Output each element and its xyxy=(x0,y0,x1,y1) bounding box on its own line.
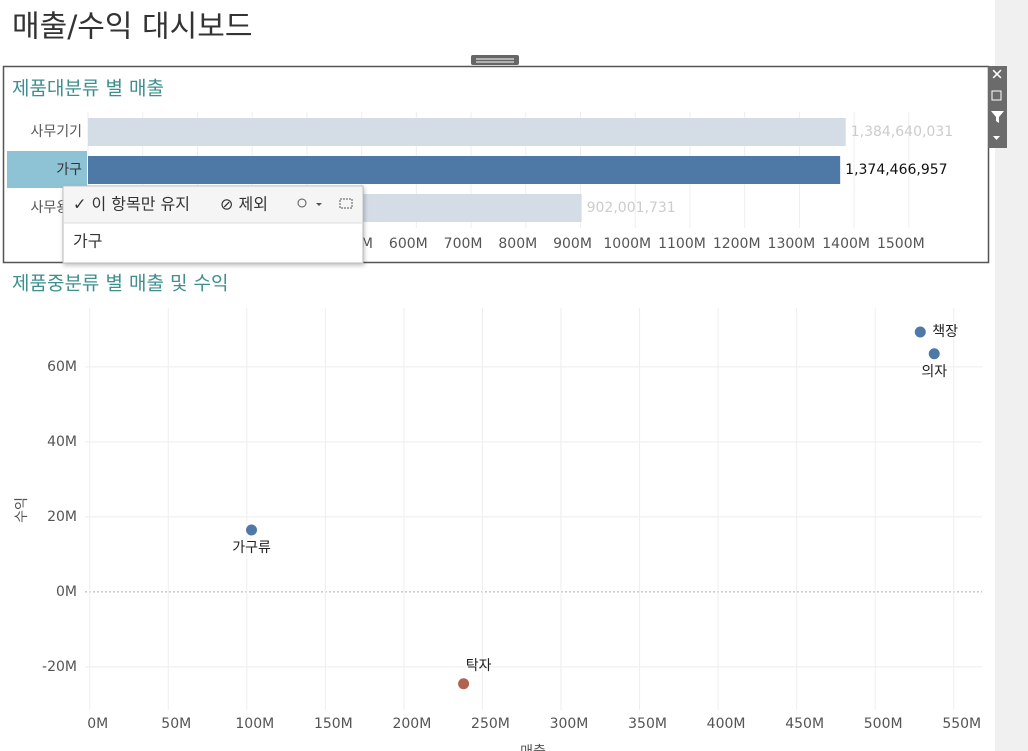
keep-only-button[interactable]: ✓ 이 항목만 유지 xyxy=(73,195,190,214)
y-axis-label: 수익 xyxy=(14,497,30,523)
y-tick-label: -20M xyxy=(42,659,77,675)
point-label: 탁자 xyxy=(466,658,492,674)
x-tick-label: 700M xyxy=(444,236,483,252)
x-tick-label: 800M xyxy=(498,236,537,252)
drag-handle[interactable] xyxy=(471,55,519,65)
selected-category-bg xyxy=(7,151,87,188)
dropdown-icon[interactable] xyxy=(316,203,322,206)
tooltip-actions xyxy=(64,187,362,223)
chart-title: 제품대분류 별 매출 xyxy=(12,78,164,100)
point-label: 의자 xyxy=(921,364,947,380)
close-icon[interactable]: ✕ xyxy=(991,66,1004,84)
x-tick-label: 1200M xyxy=(713,236,761,252)
point-label: 책장 xyxy=(932,324,958,340)
y-tick-label: 0M xyxy=(56,584,77,600)
bar xyxy=(88,156,841,184)
tooltip: ✓ 이 항목만 유지 ⊘ 제외 가구 xyxy=(62,185,364,264)
x-tick-label: 500M xyxy=(864,716,903,732)
x-tick-label: 250M xyxy=(471,716,510,732)
point xyxy=(245,523,259,537)
filter-icon[interactable] xyxy=(991,111,1004,123)
value-label: 1,384,640,031 xyxy=(851,124,953,140)
x-tick-label: 1500M xyxy=(877,236,925,252)
exclude-button[interactable]: ⊘ 제외 xyxy=(220,195,268,214)
group-icon[interactable] xyxy=(297,198,307,208)
category-label: 사무기기 xyxy=(30,124,82,140)
x-tick-label: 1400M xyxy=(822,236,870,252)
x-tick-label: 50M xyxy=(161,716,191,732)
x-tick-label: 200M xyxy=(392,716,431,732)
category-label: 가구 xyxy=(56,162,82,178)
x-tick-label: 600M xyxy=(389,236,428,252)
popout-icon[interactable] xyxy=(991,90,1002,101)
x-tick-label: 0M xyxy=(87,716,108,732)
y-tick-label: 40M xyxy=(47,434,77,450)
x-tick-label: 1000M xyxy=(603,236,651,252)
x-tick-label: 900M xyxy=(553,236,592,252)
y-tick-label: 20M xyxy=(47,509,77,525)
x-tick-label: 1300M xyxy=(768,236,816,252)
x-tick-label: 350M xyxy=(628,716,667,732)
value-label: 1,374,466,957 xyxy=(845,162,947,178)
x-tick-label: 300M xyxy=(550,716,589,732)
chart-title: 제품중분류 별 매출 및 수익 xyxy=(12,273,228,295)
tooltip-value: 가구 xyxy=(73,232,102,251)
x-tick-label: 150M xyxy=(314,716,353,732)
value-label: 902,001,731 xyxy=(587,200,676,216)
point-label: 가구류 xyxy=(232,540,271,556)
x-tick-label: 100M xyxy=(235,716,274,732)
dashboard-title: 매출/수익 대시보드 xyxy=(12,10,252,45)
x-tick-label: 450M xyxy=(785,716,824,732)
view-data-icon[interactable] xyxy=(339,198,353,209)
y-tick-label: 60M xyxy=(47,359,77,375)
x-tick-label: 400M xyxy=(707,716,746,732)
point xyxy=(913,325,927,339)
toolbar xyxy=(988,66,1007,148)
menu-icon[interactable] xyxy=(993,136,1000,140)
point xyxy=(927,347,941,361)
scatter-chart: 제품중분류 별 매출 및 수익 -20M 0M 20M 40M 60M 0M 50M 100M 1… xyxy=(12,273,982,751)
x-tick-label: 550M xyxy=(942,716,981,732)
point xyxy=(457,677,471,691)
bar-chart-frame xyxy=(2,65,990,264)
x-axis-label: 매출 xyxy=(520,744,546,751)
bar xyxy=(88,118,846,146)
x-tick-label: 1100M xyxy=(658,236,706,252)
